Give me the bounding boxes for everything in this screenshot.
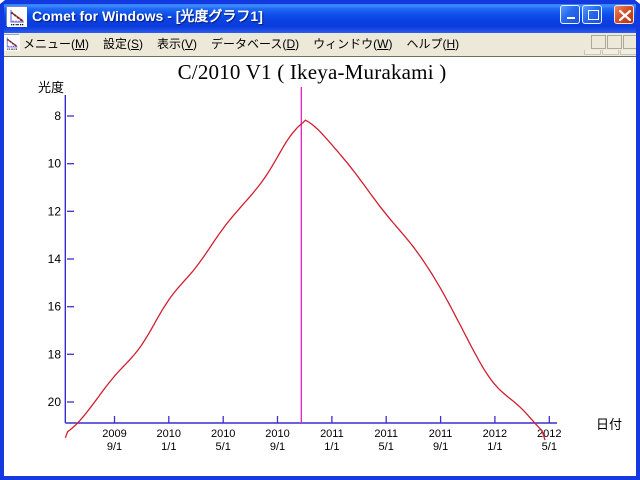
svg-text:2010: 2010 bbox=[157, 428, 181, 440]
svg-text:1/1: 1/1 bbox=[487, 441, 502, 453]
svg-text:10: 10 bbox=[48, 157, 62, 171]
svg-text:2011: 2011 bbox=[320, 428, 344, 440]
svg-text:5/1: 5/1 bbox=[216, 441, 231, 453]
svg-text:14: 14 bbox=[48, 252, 62, 266]
svg-text:2010: 2010 bbox=[211, 428, 235, 440]
svg-text:2010: 2010 bbox=[265, 428, 289, 440]
svg-text:1/1: 1/1 bbox=[161, 441, 176, 453]
svg-text:18: 18 bbox=[48, 347, 62, 361]
svg-text:20: 20 bbox=[48, 395, 62, 409]
svg-text:8: 8 bbox=[54, 109, 61, 123]
svg-text:2011: 2011 bbox=[429, 428, 453, 440]
svg-text:2011: 2011 bbox=[374, 428, 398, 440]
svg-text:9/1: 9/1 bbox=[107, 441, 122, 453]
svg-text:9/1: 9/1 bbox=[270, 441, 285, 453]
svg-text:5/1: 5/1 bbox=[379, 441, 394, 453]
svg-text:12: 12 bbox=[48, 204, 62, 218]
svg-text:1/1: 1/1 bbox=[324, 441, 339, 453]
svg-text:2012: 2012 bbox=[483, 428, 507, 440]
svg-text:9/1: 9/1 bbox=[433, 441, 448, 453]
svg-text:16: 16 bbox=[48, 300, 62, 314]
svg-text:5/1: 5/1 bbox=[542, 441, 557, 453]
svg-text:2009: 2009 bbox=[102, 428, 126, 440]
